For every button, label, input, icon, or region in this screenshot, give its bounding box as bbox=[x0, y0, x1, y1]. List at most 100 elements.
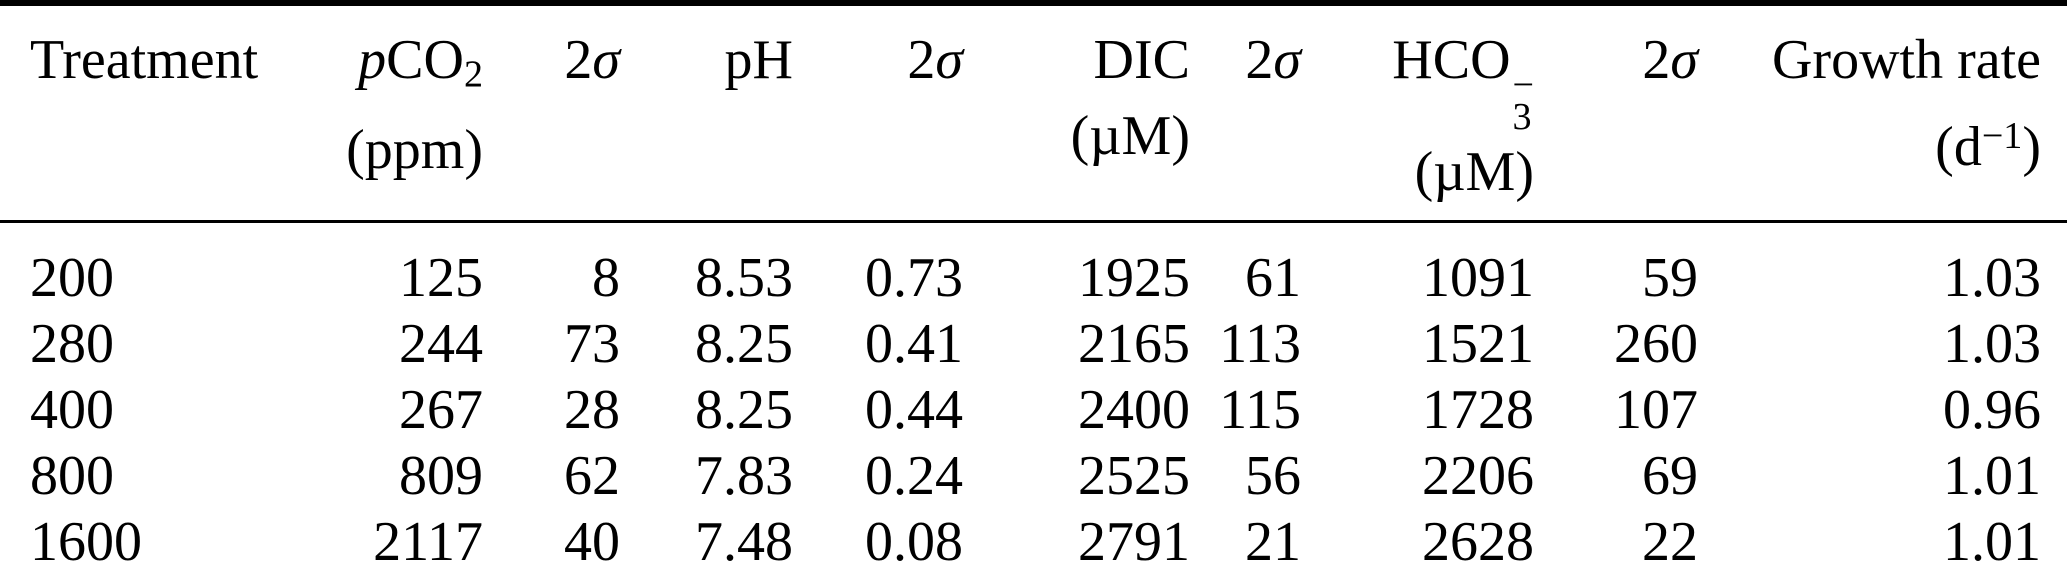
table-cell: 22 bbox=[1642, 510, 1698, 563]
table-cell: 260 bbox=[1614, 312, 1698, 375]
header-row: Treatment pCO2 (ppm) 2σ pH 2σ DIC (µM) bbox=[0, 3, 2067, 221]
hco3-sub-sup: −3 bbox=[1512, 64, 1534, 139]
table-header: Treatment pCO2 (ppm) 2σ pH 2σ DIC (µM) bbox=[0, 3, 2067, 222]
unit-open-paren: (d bbox=[1935, 116, 1982, 179]
header-label: HCO −3 bbox=[1301, 22, 1534, 139]
header-unit: (µM) bbox=[1414, 140, 1534, 203]
header-subscript-3: 3 bbox=[1512, 96, 1532, 139]
table-cell: 125 bbox=[399, 246, 483, 309]
header-label: 2σ bbox=[1190, 22, 1301, 98]
table-cell: 200 bbox=[30, 246, 114, 309]
col-header-2sigma-pco2: 2σ bbox=[483, 3, 620, 221]
header-text: 2 bbox=[1245, 29, 1274, 91]
header-unit: (ppm) bbox=[346, 119, 483, 182]
table-cell: 1091 bbox=[1422, 246, 1534, 309]
table-cell: 0.41 bbox=[865, 312, 963, 375]
header-label: Growth rate bbox=[1771, 29, 2041, 91]
table-cell: 244 bbox=[399, 312, 483, 375]
table-cell: 0.44 bbox=[865, 378, 963, 441]
table-cell: 115 bbox=[1219, 378, 1301, 441]
header-text: CO bbox=[386, 29, 464, 91]
table-cell: 21 bbox=[1245, 510, 1301, 563]
table-body: 200 125 8 8.53 0.73 1925 61 1091 59 1.03 280 244 73 8… bbox=[0, 221, 2067, 563]
header-text: DIC bbox=[1093, 29, 1190, 91]
table-row: 200 125 8 8.53 0.73 1925 61 1091 59 1.03 bbox=[0, 221, 2067, 311]
table-cell: 7.48 bbox=[695, 510, 793, 563]
table-cell: 28 bbox=[564, 378, 620, 441]
col-header-ph: pH bbox=[620, 3, 793, 221]
sigma-symbol: σ bbox=[592, 29, 620, 91]
header-text: Treatment bbox=[30, 29, 259, 91]
table-cell: 8.25 bbox=[695, 378, 793, 441]
table-cell: 1.01 bbox=[1943, 510, 2041, 563]
table-row: 800 809 62 7.83 0.24 2525 56 2206 69 1.01 bbox=[0, 443, 2067, 509]
header-italic-p: p bbox=[358, 29, 387, 91]
table-cell: 800 bbox=[30, 444, 114, 507]
table-cell: 1728 bbox=[1422, 378, 1534, 441]
sigma-symbol: σ bbox=[1273, 29, 1301, 91]
table-cell: 1600 bbox=[30, 510, 142, 563]
col-header-2sigma-ph: 2σ bbox=[793, 3, 963, 221]
table-cell: 2791 bbox=[1078, 510, 1190, 563]
table-row: 1600 2117 40 7.48 0.08 2791 21 2628 22 1.01 bbox=[0, 509, 2067, 563]
table-cell: 113 bbox=[1219, 312, 1301, 375]
header-label: DIC bbox=[963, 22, 1190, 98]
table-cell: 61 bbox=[1245, 246, 1301, 309]
sigma-symbol: σ bbox=[1670, 29, 1698, 91]
table-cell: 8.25 bbox=[695, 312, 793, 375]
table-cell: 2400 bbox=[1078, 378, 1190, 441]
col-header-pco2: pCO2 (ppm) bbox=[300, 3, 483, 221]
header-text: 2 bbox=[564, 29, 593, 91]
header-label: pH bbox=[620, 22, 793, 98]
col-header-treatment: Treatment bbox=[0, 3, 300, 221]
table-row: 400 267 28 8.25 0.44 2400 115 1728 107 0.96 bbox=[0, 377, 2067, 443]
table-cell: 2628 bbox=[1422, 510, 1534, 563]
table-cell: 56 bbox=[1245, 444, 1301, 507]
table-cell: 809 bbox=[399, 444, 483, 507]
table-cell: 0.08 bbox=[865, 510, 963, 563]
header-label: 2σ bbox=[1534, 22, 1698, 98]
col-header-2sigma-hco3: 2σ bbox=[1534, 3, 1698, 221]
header-label: pCO2 bbox=[300, 22, 483, 112]
table-cell: 69 bbox=[1642, 444, 1698, 507]
table-cell: 73 bbox=[564, 312, 620, 375]
table-cell: 1.03 bbox=[1943, 246, 2041, 309]
header-superscript-minus: − bbox=[1512, 64, 1534, 107]
table-cell: 0.96 bbox=[1943, 378, 2041, 441]
unit-close-paren: ) bbox=[2022, 116, 2041, 179]
table-cell: 280 bbox=[30, 312, 114, 375]
table-cell: 2206 bbox=[1422, 444, 1534, 507]
table-cell: 1925 bbox=[1078, 246, 1190, 309]
header-unit: (µM) bbox=[1070, 105, 1190, 167]
col-header-growth-rate: Growth rate (d−1) bbox=[1698, 3, 2067, 221]
table-cell: 2117 bbox=[373, 510, 483, 563]
table-cell: 400 bbox=[30, 378, 114, 441]
col-header-2sigma-dic: 2σ bbox=[1190, 3, 1301, 221]
header-text: 2 bbox=[1642, 29, 1671, 91]
table-cell: 267 bbox=[399, 378, 483, 441]
table-cell: 0.24 bbox=[865, 444, 963, 507]
table-cell: 0.73 bbox=[865, 246, 963, 309]
table-row: 280 244 73 8.25 0.41 2165 113 1521 260 1.03 bbox=[0, 311, 2067, 377]
header-label: 2σ bbox=[793, 22, 963, 98]
table-cell: 40 bbox=[564, 510, 620, 563]
col-header-hco3: HCO −3 (µM) bbox=[1301, 3, 1534, 221]
header-text: 2 bbox=[907, 29, 936, 91]
unit-superscript: −1 bbox=[1981, 115, 2023, 157]
header-label: 2σ bbox=[483, 22, 620, 98]
table-cell: 8 bbox=[592, 246, 620, 309]
header-text: pH bbox=[724, 29, 793, 91]
table-cell: 1521 bbox=[1422, 312, 1534, 375]
header-unit: (d−1) bbox=[1698, 98, 2041, 185]
table-cell: 1.01 bbox=[1943, 444, 2041, 507]
header-label: Treatment bbox=[30, 22, 300, 98]
table-cell: 59 bbox=[1642, 246, 1698, 309]
header-subscript: 2 bbox=[463, 53, 483, 96]
table-cell: 2525 bbox=[1078, 444, 1190, 507]
col-header-dic: DIC (µM) bbox=[963, 3, 1190, 221]
table-cell: 2165 bbox=[1078, 312, 1190, 375]
sigma-symbol: σ bbox=[935, 29, 963, 91]
table-cell: 62 bbox=[564, 444, 620, 507]
